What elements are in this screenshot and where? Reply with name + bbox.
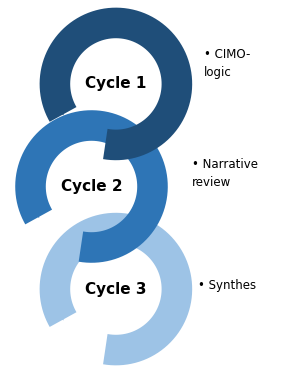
Text: • Synthes: • Synthes bbox=[198, 279, 257, 292]
Text: Cycle 1: Cycle 1 bbox=[85, 76, 147, 91]
Text: • Narrative
review: • Narrative review bbox=[192, 158, 258, 189]
Text: • CIMO-
logic: • CIMO- logic bbox=[204, 48, 251, 79]
Text: Cycle 3: Cycle 3 bbox=[85, 282, 147, 297]
Text: Cycle 2: Cycle 2 bbox=[61, 179, 122, 194]
